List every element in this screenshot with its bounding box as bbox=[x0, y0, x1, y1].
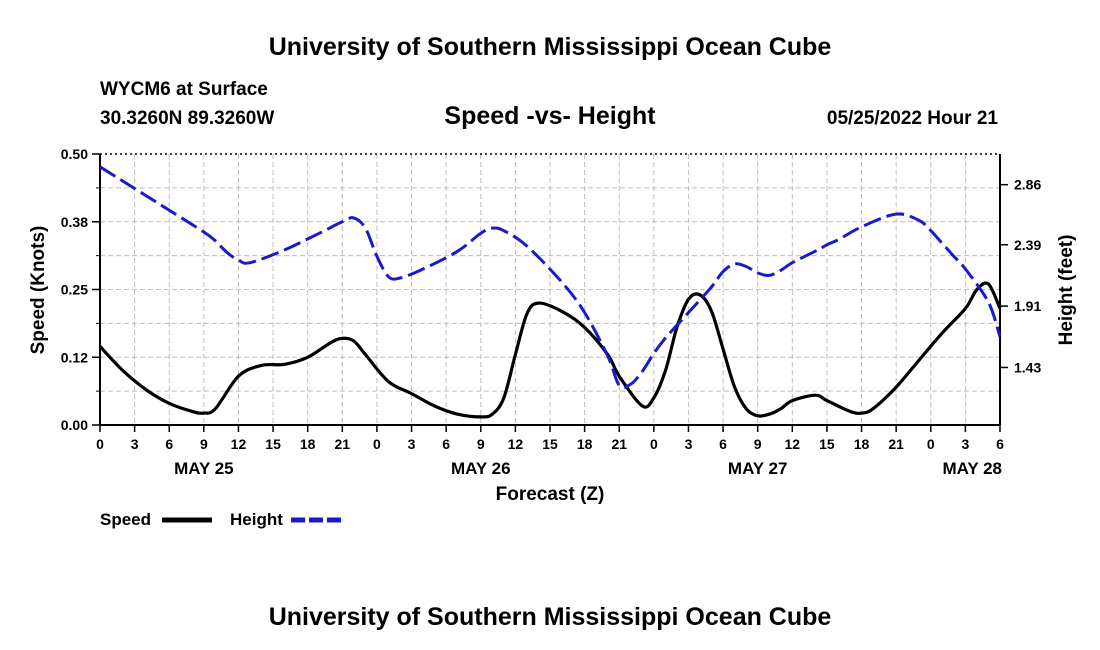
x-tick-label: 6 bbox=[442, 436, 450, 452]
x-tick-label: 6 bbox=[719, 436, 727, 452]
left-axis-label: Speed (Knots) bbox=[28, 226, 49, 355]
x-tick-label: 0 bbox=[373, 436, 381, 452]
left-tick-label: 0.00 bbox=[61, 417, 88, 433]
x-tick-label: 21 bbox=[335, 436, 351, 452]
left-tick-label: 0.50 bbox=[61, 146, 88, 162]
x-tick-label: 21 bbox=[611, 436, 627, 452]
x-tick-label: 3 bbox=[961, 436, 969, 452]
day-label: MAY 28 bbox=[942, 459, 1002, 478]
day-label: MAY 25 bbox=[174, 459, 234, 478]
x-tick-label: 21 bbox=[888, 436, 904, 452]
right-tick-label: 2.39 bbox=[1014, 237, 1041, 253]
timestamp-label: 05/25/2022 Hour 21 bbox=[827, 108, 999, 129]
x-tick-label: 6 bbox=[996, 436, 1004, 452]
x-tick-label: 3 bbox=[131, 436, 139, 452]
x-tick-label: 3 bbox=[685, 436, 693, 452]
main-title: University of Southern Mississippi Ocean… bbox=[269, 33, 832, 61]
footer-title: University of Southern Mississippi Ocean… bbox=[269, 603, 832, 631]
right-tick-label: 2.86 bbox=[1014, 177, 1041, 193]
right-axis-label: Height (feet) bbox=[1056, 235, 1077, 346]
day-label: MAY 27 bbox=[728, 459, 788, 478]
series-line-height bbox=[99, 165, 1002, 390]
left-tick-label: 0.38 bbox=[61, 214, 88, 230]
x-tick-label: 18 bbox=[300, 436, 316, 452]
x-tick-label: 9 bbox=[477, 436, 485, 452]
legend: Speed Height bbox=[100, 510, 342, 529]
x-tick-label: 9 bbox=[754, 436, 762, 452]
x-tick-label: 15 bbox=[265, 436, 281, 452]
x-tick-label: 15 bbox=[542, 436, 558, 452]
left-tick-label: 0.12 bbox=[61, 349, 88, 365]
x-tick-label: 12 bbox=[231, 436, 247, 452]
x-axis-label: Forecast (Z) bbox=[496, 484, 605, 505]
x-tick-label: 9 bbox=[200, 436, 208, 452]
plot-area: 0.00 0.12 0.25 0.38 0.50 1.43 1.91 2.39 2.86 0 3 6 9… bbox=[61, 146, 1042, 478]
legend-speed-label: Speed bbox=[100, 510, 151, 529]
x-tick-label: 3 bbox=[408, 436, 416, 452]
axes: 0.00 0.12 0.25 0.38 0.50 1.43 1.91 2.39 2.86 0 3 6 9… bbox=[61, 146, 1042, 478]
left-tick-label: 0.25 bbox=[61, 282, 88, 298]
right-tick-label: 1.43 bbox=[1014, 359, 1041, 375]
x-tick-label: 0 bbox=[927, 436, 935, 452]
day-label: MAY 26 bbox=[451, 459, 511, 478]
x-tick-label: 0 bbox=[96, 436, 104, 452]
grid bbox=[100, 154, 1000, 425]
x-tick-label: 0 bbox=[650, 436, 658, 452]
legend-height-label: Height bbox=[230, 510, 283, 529]
x-tick-label: 18 bbox=[854, 436, 870, 452]
x-tick-label: 12 bbox=[508, 436, 524, 452]
right-tick-label: 1.91 bbox=[1014, 298, 1041, 314]
x-tick-label: 15 bbox=[819, 436, 835, 452]
chart-subtitle: Speed -vs- Height bbox=[444, 102, 656, 130]
x-tick-label: 6 bbox=[165, 436, 173, 452]
series-layer bbox=[98, 165, 1002, 419]
x-tick-label: 18 bbox=[577, 436, 593, 452]
location-label: 30.3260N 89.3260W bbox=[100, 108, 274, 129]
station-label: WYCM6 at Surface bbox=[100, 79, 268, 100]
x-tick-label: 12 bbox=[785, 436, 801, 452]
